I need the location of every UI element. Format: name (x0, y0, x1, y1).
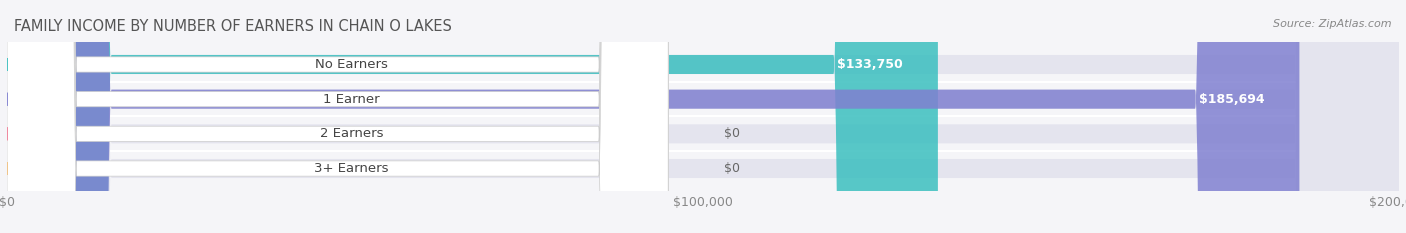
FancyBboxPatch shape (7, 0, 668, 233)
FancyBboxPatch shape (7, 0, 1299, 233)
Text: FAMILY INCOME BY NUMBER OF EARNERS IN CHAIN O LAKES: FAMILY INCOME BY NUMBER OF EARNERS IN CH… (14, 19, 451, 34)
FancyBboxPatch shape (7, 0, 1399, 233)
Text: $133,750: $133,750 (838, 58, 903, 71)
Text: 1 Earner: 1 Earner (323, 93, 380, 106)
Text: No Earners: No Earners (315, 58, 388, 71)
Text: 2 Earners: 2 Earners (319, 127, 384, 140)
FancyBboxPatch shape (7, 0, 668, 233)
Text: $0: $0 (724, 127, 740, 140)
Text: 3+ Earners: 3+ Earners (315, 162, 389, 175)
FancyBboxPatch shape (7, 0, 668, 233)
Text: $185,694: $185,694 (1199, 93, 1264, 106)
FancyBboxPatch shape (7, 0, 1399, 233)
FancyBboxPatch shape (7, 0, 1399, 233)
FancyBboxPatch shape (7, 0, 1399, 233)
Text: $0: $0 (724, 162, 740, 175)
FancyBboxPatch shape (7, 0, 938, 233)
Text: Source: ZipAtlas.com: Source: ZipAtlas.com (1274, 19, 1392, 29)
FancyBboxPatch shape (7, 0, 668, 233)
